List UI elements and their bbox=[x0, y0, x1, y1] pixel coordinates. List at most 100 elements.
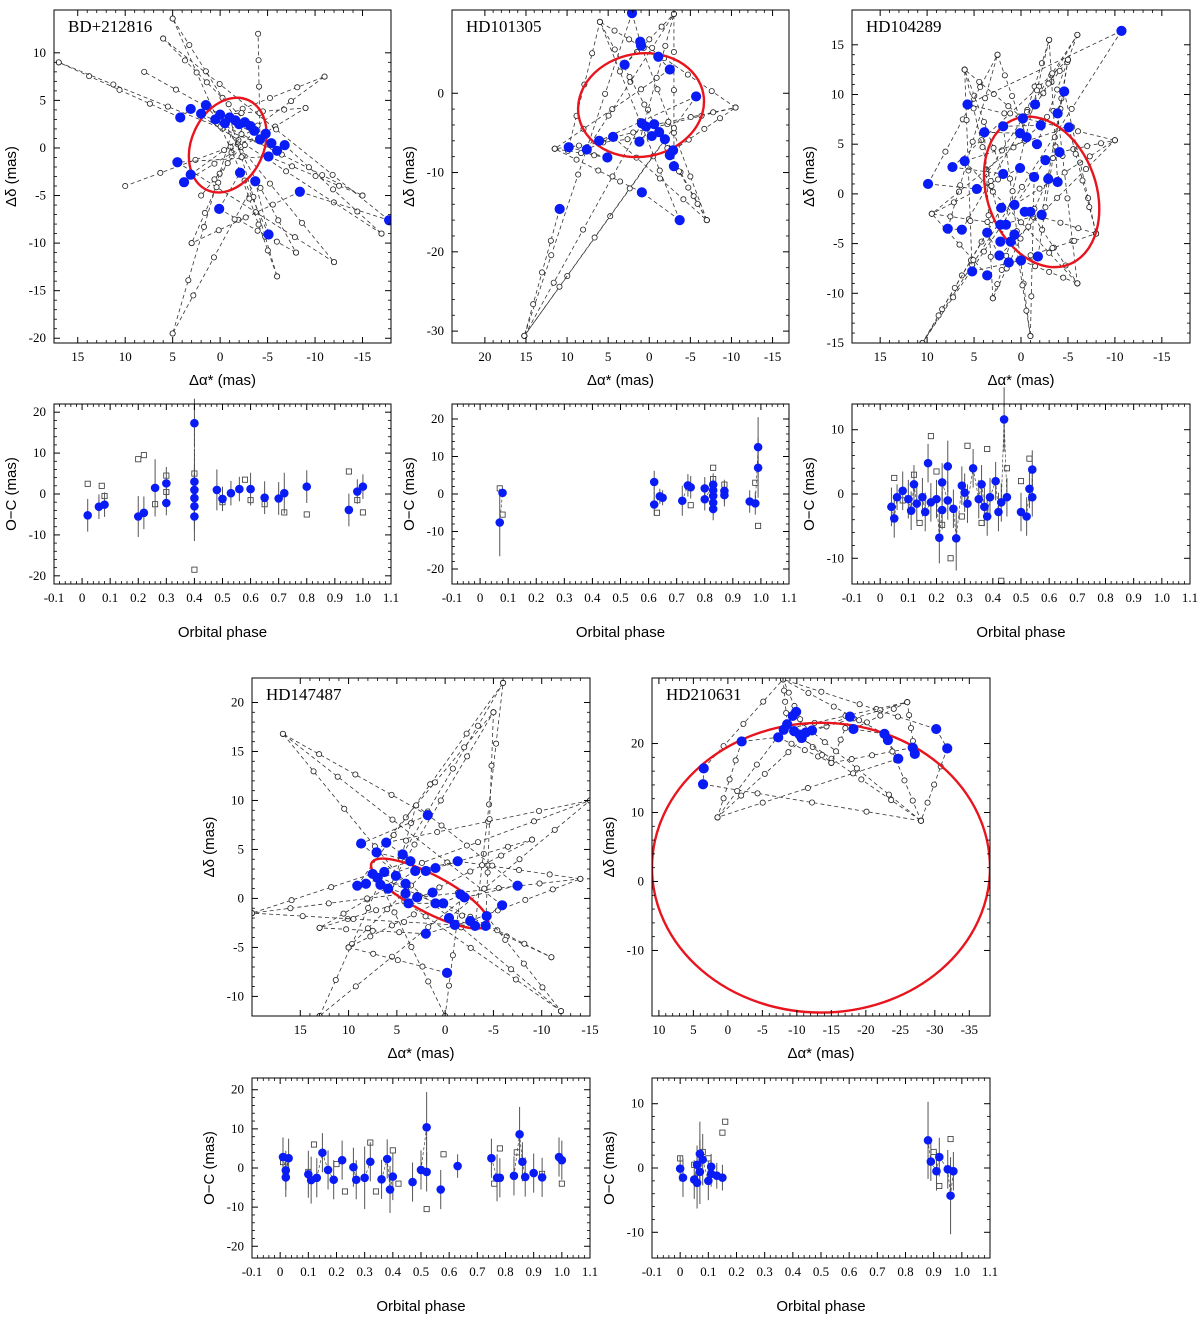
abscissa-open-circle bbox=[302, 104, 309, 111]
abscissa-scan-line bbox=[486, 915, 562, 1012]
abscissa-scan-line bbox=[922, 159, 1046, 343]
abscissa-open-circle bbox=[589, 50, 596, 57]
abscissa-open-circle bbox=[467, 868, 474, 875]
chart-hd210631: 10 5 0 -5 -10 -15 -20 -25 -30 -35 -10 0 10 20 HD210631… bbox=[601, 677, 998, 1315]
hipparcos-point bbox=[1035, 120, 1046, 131]
residual-point bbox=[918, 492, 927, 502]
abscissa-open-circle bbox=[1009, 92, 1016, 99]
abscissa-open-circle bbox=[231, 216, 238, 223]
abscissa-open-circle bbox=[373, 907, 380, 914]
hipparcos-point bbox=[200, 100, 211, 111]
abscissa-open-circle bbox=[352, 983, 359, 990]
abscissa-link-line bbox=[972, 256, 1038, 272]
abscissa-open-circle bbox=[1045, 80, 1052, 87]
residual-point bbox=[949, 504, 958, 514]
residual-point bbox=[190, 501, 199, 511]
single-star-residual-square bbox=[140, 452, 147, 459]
residual-y-tick-label: -10 bbox=[627, 1224, 644, 1239]
orbit-x-axis-label: Δα* (mas) bbox=[987, 372, 1054, 389]
abscissa-scan-line bbox=[967, 104, 1115, 141]
residual-point bbox=[226, 488, 236, 498]
abscissa-open-circle bbox=[716, 115, 723, 122]
orbit-x-tick-label: 10 bbox=[561, 349, 574, 364]
hipparcos-point bbox=[554, 203, 565, 215]
orbit-y-tick-label: -5 bbox=[233, 939, 244, 954]
abscissa-open-circle bbox=[484, 869, 491, 876]
residual-x-tick-label: 0.9 bbox=[526, 1264, 542, 1279]
abscissa-open-circle bbox=[710, 109, 717, 116]
chart-hd101305: 20 15 10 5 0 -5 -10 -15 -30 -20 -10 0 HD101305 Δα* (m… bbox=[401, 9, 797, 641]
abscissa-scan-line bbox=[239, 172, 278, 277]
abscissa-open-circle bbox=[238, 154, 245, 161]
abscissa-open-circle bbox=[1068, 105, 1075, 112]
abscissa-open-circle bbox=[605, 112, 612, 119]
residual-link-line bbox=[981, 484, 985, 507]
abscissa-open-circle bbox=[493, 740, 500, 747]
abscissa-open-circle bbox=[987, 177, 994, 184]
orbit-x-tick-label: -20 bbox=[857, 1022, 874, 1037]
abscissa-open-circle bbox=[1071, 237, 1078, 244]
hipparcos-point bbox=[371, 847, 382, 858]
residual-point bbox=[281, 1173, 291, 1182]
abscissa-open-circle bbox=[551, 826, 558, 833]
abscissa-open-circle bbox=[336, 182, 343, 189]
orbit-y-tick-label: 15 bbox=[831, 37, 844, 52]
hipparcos-point bbox=[1116, 25, 1127, 36]
residual-point bbox=[949, 1166, 958, 1176]
abscissa-open-circle bbox=[665, 118, 672, 125]
abscissa-open-circle bbox=[530, 301, 537, 308]
abscissa-open-circle bbox=[1086, 204, 1093, 211]
residual-point bbox=[889, 514, 899, 523]
residual-point bbox=[358, 482, 368, 491]
abscissa-open-circle bbox=[242, 214, 249, 221]
abscissa-open-circle bbox=[956, 188, 963, 195]
abscissa-open-circle bbox=[536, 807, 543, 814]
abscissa-open-circle bbox=[444, 859, 451, 866]
residual-point bbox=[281, 1166, 291, 1175]
residual-link-line bbox=[702, 1159, 709, 1181]
abscissa-open-circle bbox=[500, 679, 507, 686]
abscissa-open-circle bbox=[352, 771, 359, 778]
single-star-residual-square bbox=[333, 1161, 340, 1168]
abscissa-open-circle bbox=[413, 802, 420, 809]
abscissa-scan-line bbox=[717, 741, 743, 818]
residual-x-tick-label: 0.5 bbox=[612, 590, 628, 605]
abscissa-open-circle bbox=[210, 254, 217, 261]
abscissa-open-circle bbox=[687, 114, 694, 121]
abscissa-open-circle bbox=[556, 283, 563, 290]
residual-point bbox=[963, 499, 972, 508]
abscissa-open-circle bbox=[734, 787, 741, 794]
hipparcos-point bbox=[942, 743, 953, 754]
single-star-residual-square bbox=[310, 1141, 317, 1148]
single-star-residual-square bbox=[98, 482, 105, 489]
residual-point bbox=[515, 1130, 524, 1139]
single-star-residual-square bbox=[930, 1148, 937, 1155]
orbit-frame bbox=[251, 677, 591, 1017]
residual-y-tick-label: 10 bbox=[33, 445, 46, 460]
single-star-residual-square bbox=[722, 1118, 729, 1125]
abscissa-open-circle bbox=[225, 101, 232, 108]
abscissa-open-circle bbox=[343, 926, 350, 933]
single-star-residual-square bbox=[1018, 478, 1025, 485]
residual-point bbox=[943, 496, 953, 505]
orbit-x-tick-label: -5 bbox=[262, 349, 273, 364]
abscissa-open-circle bbox=[266, 95, 273, 102]
residual-y-tick-label: 0 bbox=[40, 486, 47, 501]
orbit-x-tick-label: 10 bbox=[342, 1022, 355, 1037]
abscissa-open-circle bbox=[591, 234, 598, 241]
abscissa-scan-line bbox=[964, 69, 1004, 175]
residual-y-axis-label: O−C (mas) bbox=[601, 1131, 618, 1205]
abscissa-open-circle bbox=[558, 1008, 565, 1015]
hipparcos-point bbox=[263, 151, 274, 162]
residual-x-tick-label: 0.1 bbox=[500, 590, 516, 605]
residual-y-tick-label: 20 bbox=[33, 404, 46, 419]
star-name-label: HD210631 bbox=[666, 685, 742, 704]
residual-point bbox=[509, 1171, 519, 1181]
residual-point bbox=[422, 1123, 431, 1132]
abscissa-open-circle bbox=[418, 859, 425, 866]
hipparcos-point bbox=[175, 112, 186, 123]
residual-point bbox=[887, 502, 896, 512]
abscissa-open-circle bbox=[193, 69, 200, 76]
orbit-x-tick-label: -5 bbox=[685, 349, 696, 364]
hipparcos-point bbox=[782, 719, 793, 730]
